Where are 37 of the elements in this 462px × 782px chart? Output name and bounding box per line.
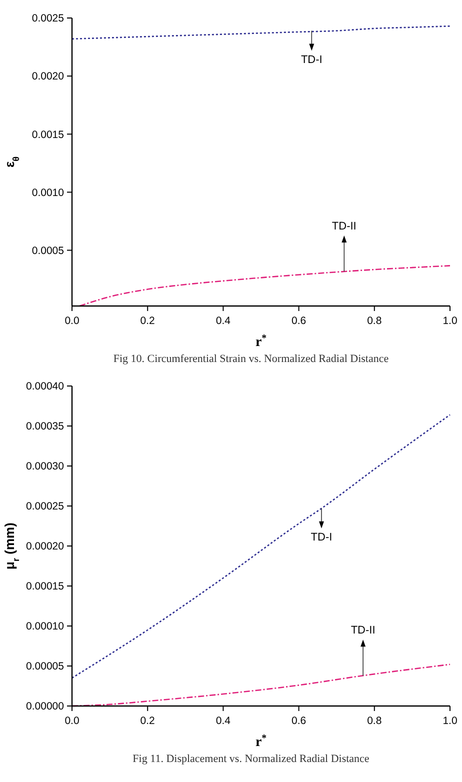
annotation: TD-I <box>310 531 332 544</box>
x-axis-title: r$^{*}$ <box>255 332 267 350</box>
y-tick-label: 0.00035 <box>26 420 64 433</box>
y-tick-label: 0.0005 <box>32 244 64 257</box>
y-tick-label: 0.0010 <box>32 186 64 199</box>
x-tick-label: 1.0 <box>442 715 458 727</box>
x-tick-label: 0.0 <box>64 315 80 327</box>
y-tick-label: 0.00020 <box>26 540 64 553</box>
x-tick-label: 0.8 <box>367 715 382 727</box>
y-tick-label: 0.00015 <box>26 580 64 593</box>
x-tick-label: 0.6 <box>291 715 306 727</box>
line-series <box>71 25 451 40</box>
y-tick-label: 0.00025 <box>26 500 64 513</box>
line-series <box>71 414 451 679</box>
line-series <box>78 265 451 307</box>
y-tick-label: 0.00005 <box>26 660 64 673</box>
annotation: TD-II <box>350 624 376 637</box>
y-tick-label: 0.00010 <box>26 620 64 633</box>
y-tick-label: 0.00000 <box>26 700 64 713</box>
caption: Fig 11. Displacement vs. Normalized Radial Distance <box>132 753 370 765</box>
x-axis-title: r$^{*}$ <box>255 732 267 750</box>
annotation: TD-I <box>300 54 322 66</box>
x-tick-label: 1.0 <box>442 315 458 327</box>
x-tick-label: 0.0 <box>64 715 80 727</box>
x-tick-label: 0.8 <box>367 315 382 327</box>
caption: Fig 10. Circumferential Strain vs. Normalized Radial Distance <box>113 353 389 365</box>
y-tick-label: 0.0015 <box>32 128 64 141</box>
x-tick-label: 0.2 <box>140 315 156 327</box>
annotation: TD-II <box>332 220 356 233</box>
y-tick-label: 0.0020 <box>32 70 64 83</box>
x-tick-label: 0.6 <box>291 315 306 327</box>
y-tick-label: 0.00040 <box>26 380 64 393</box>
x-tick-label: 0.4 <box>216 715 231 727</box>
y-tick-label: 0.0025 <box>32 12 64 25</box>
y-tick-label: 0.00030 <box>26 460 64 473</box>
x-tick-label: 0.4 <box>216 315 231 327</box>
x-tick-label: 0.2 <box>140 715 156 727</box>
